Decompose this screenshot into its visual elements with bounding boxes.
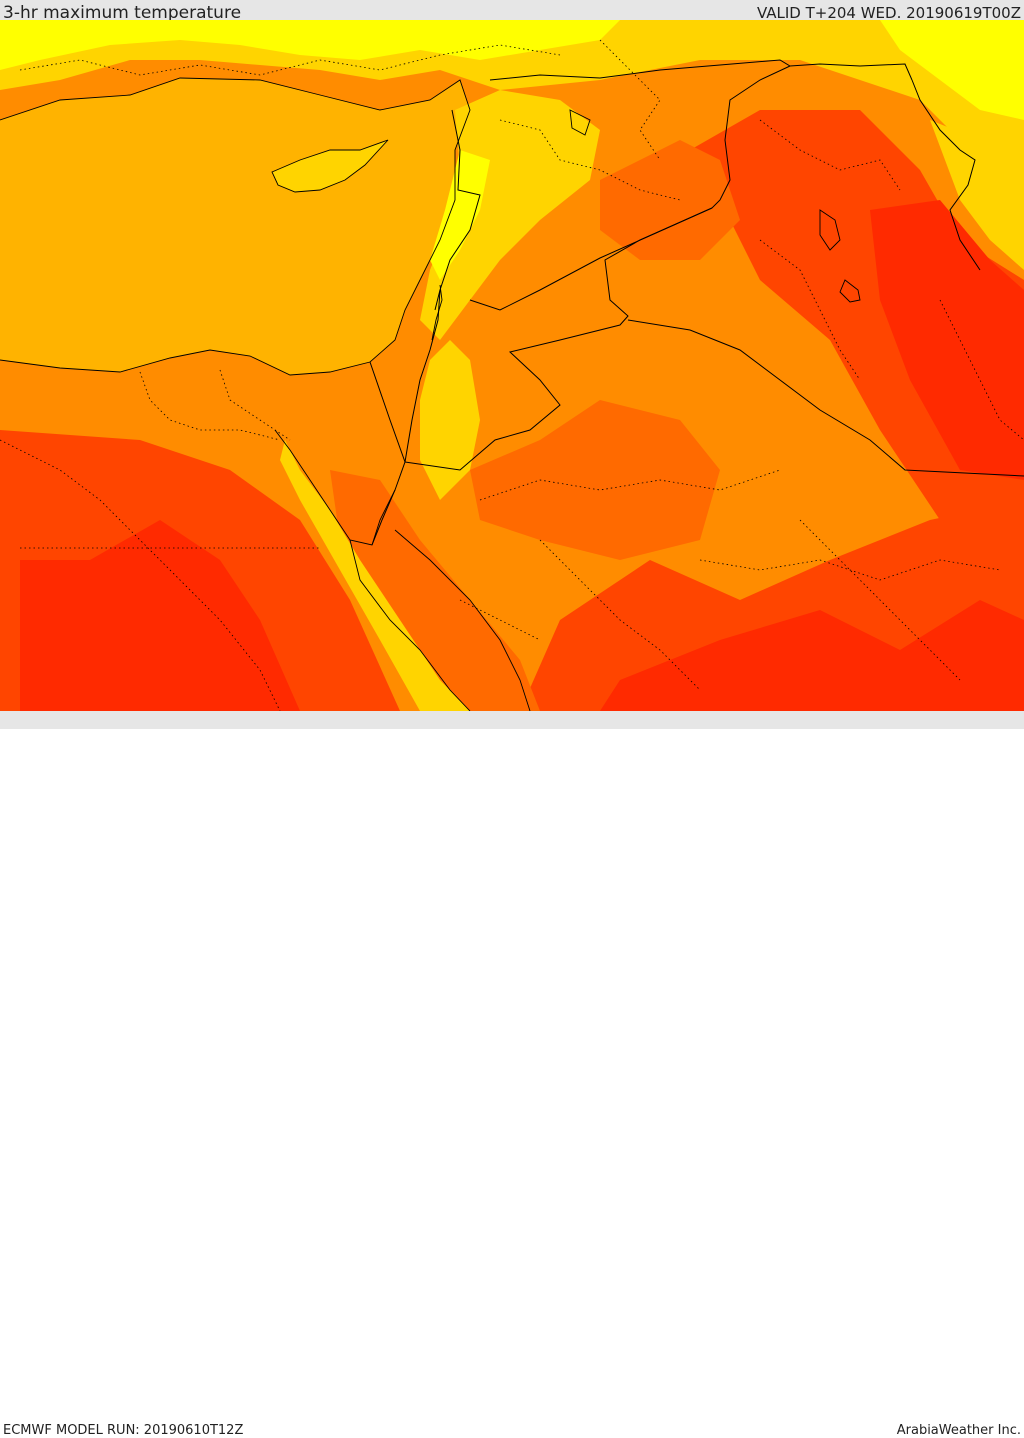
cyprus [272, 140, 388, 192]
cool-zone-turkey [0, 20, 1024, 160]
country-borders [369, 59, 1024, 546]
cold-zone-turkey [0, 20, 620, 70]
header-bar: 3-hr maximum temperature VALID T+204 WED… [0, 0, 1024, 22]
cold-zone-lebanon [430, 150, 490, 280]
warm-zone-jordan [470, 400, 720, 560]
map-title: 3-hr maximum temperature [3, 3, 242, 23]
footer-bar: ECMWF MODEL RUN: 20190610T12Z ArabiaWeat… [0, 711, 1024, 1437]
red-sea-strip [280, 440, 470, 711]
admin-borders [0, 39, 1024, 711]
valid-time: VALID T+204 WED. 20190619T00Z [756, 4, 1021, 22]
model-run: ECMWF MODEL RUN: 20190610T12Z [3, 1423, 244, 1438]
brand-name: ArabiaWeather Inc. [896, 1423, 1021, 1438]
warm-zone-syria [600, 140, 740, 260]
cool-zone-jordan-valley [420, 340, 480, 500]
hot-zone-west-core [20, 520, 300, 711]
hot-zone-southeast-core [600, 600, 1024, 711]
warm-zone-redsea [330, 470, 540, 711]
cold-zone-northeast [880, 20, 1024, 120]
cool-zone-iran [930, 120, 1024, 270]
temperature-map-svg [0, 20, 1024, 711]
temperature-map [0, 20, 1024, 711]
hot-zone-iraq-core [870, 200, 1024, 480]
coastlines [0, 77, 861, 711]
